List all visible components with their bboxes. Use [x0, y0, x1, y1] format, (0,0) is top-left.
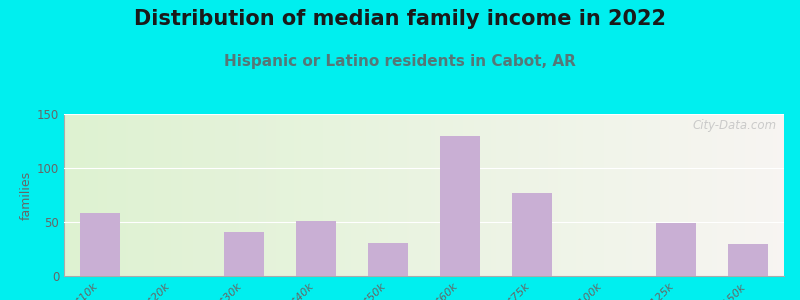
Bar: [512, 193, 552, 276]
Bar: [656, 223, 696, 276]
Bar: [368, 242, 408, 276]
Text: Distribution of median family income in 2022: Distribution of median family income in …: [134, 9, 666, 29]
Bar: [224, 232, 264, 276]
Bar: [80, 213, 120, 276]
Text: Hispanic or Latino residents in Cabot, AR: Hispanic or Latino residents in Cabot, A…: [224, 54, 576, 69]
Y-axis label: families: families: [20, 170, 33, 220]
Bar: [728, 244, 768, 276]
Bar: [296, 221, 336, 276]
Bar: [440, 136, 480, 276]
Text: City-Data.com: City-Data.com: [693, 119, 777, 132]
